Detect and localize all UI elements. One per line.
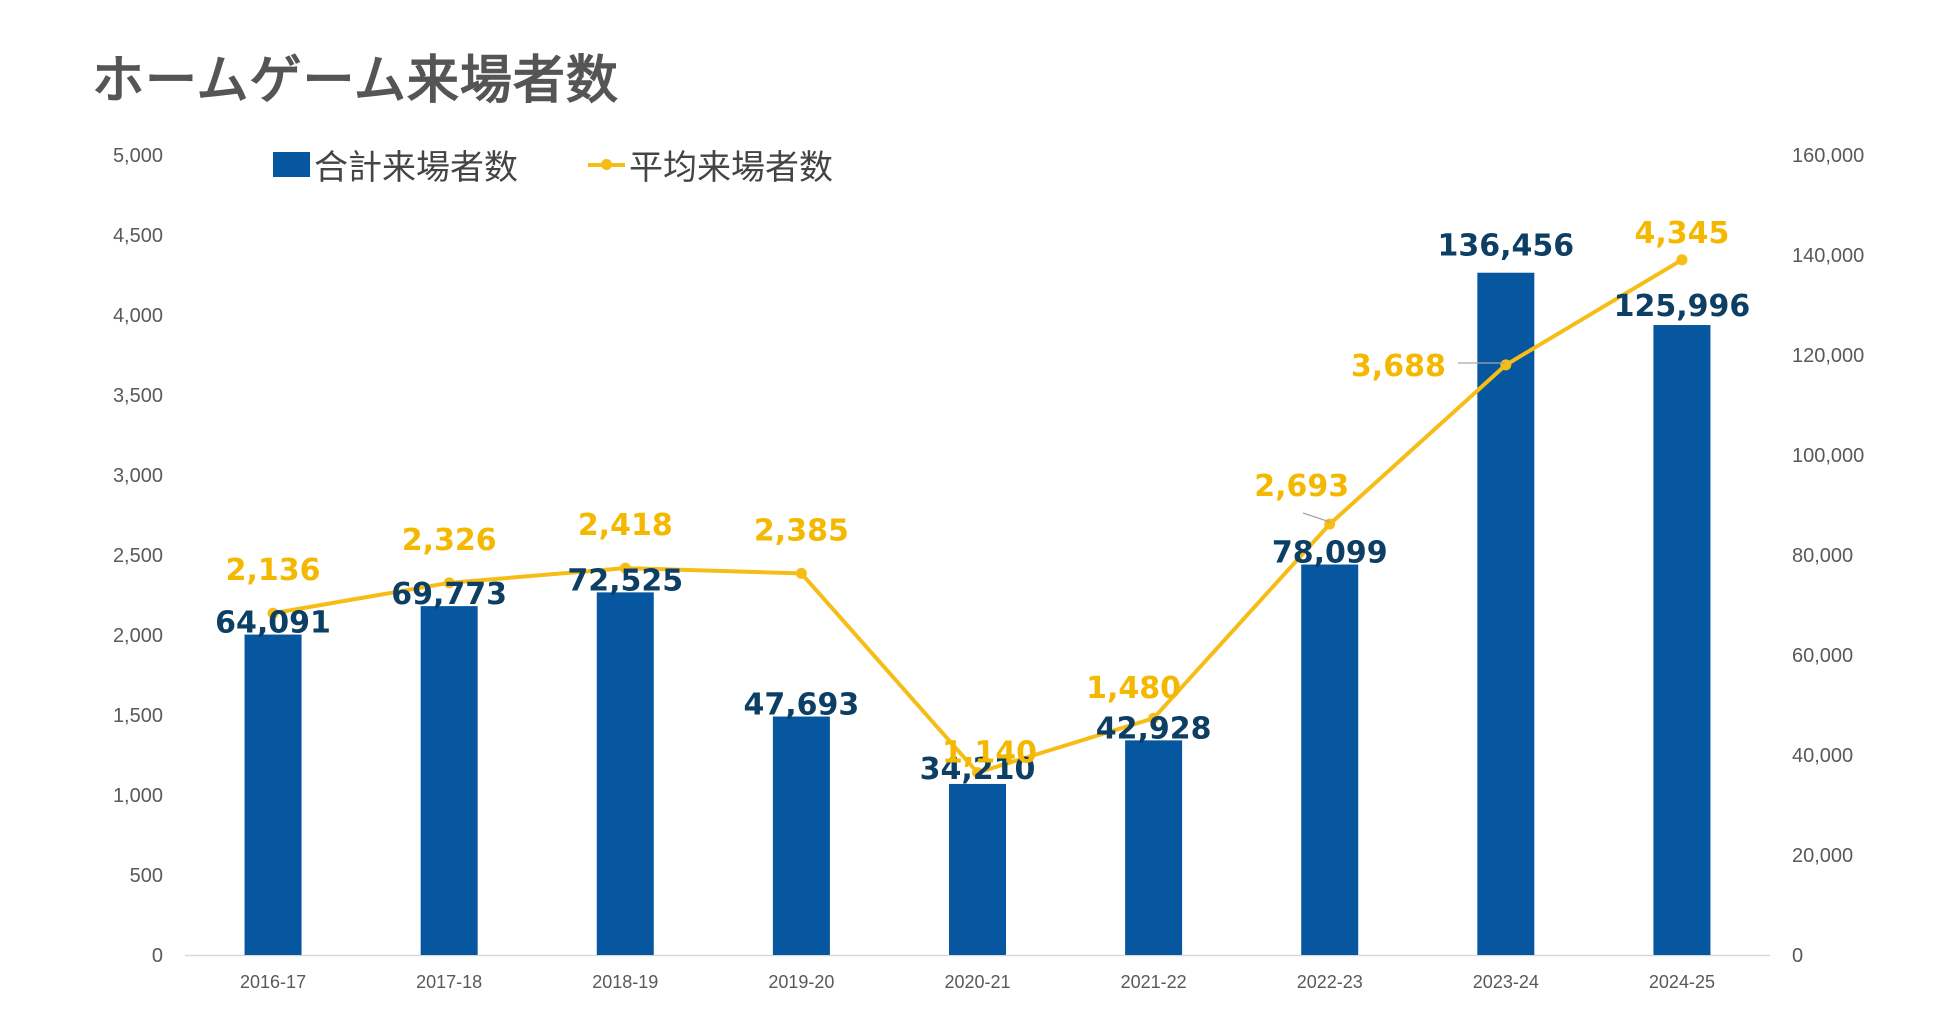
bar (1301, 564, 1359, 955)
x-axis-tick: 2019-20 (768, 972, 834, 992)
line-point (619, 562, 631, 574)
bar (1125, 740, 1183, 955)
left-axis-tick: 500 (130, 865, 163, 887)
bar-value-label: 136,456 (1438, 229, 1575, 264)
bar-value-label: 42,928 (1096, 711, 1212, 746)
bar (1653, 325, 1711, 955)
x-axis-tick: 2017-18 (416, 972, 482, 992)
legend-label-average: 平均来場者数 (629, 148, 833, 188)
right-axis-tick: 40,000 (1792, 745, 1853, 767)
chart-title: ホームゲーム来場者数 (92, 51, 619, 111)
leader-line (1302, 512, 1331, 523)
right-axis-tick: 160,000 (1792, 145, 1864, 167)
line-value-label: 2,136 (226, 553, 321, 588)
bar (420, 606, 478, 955)
left-axis-tick: 4,000 (113, 305, 163, 327)
left-axis-tick: 4,500 (113, 225, 163, 247)
x-axis-tick: 2024-25 (1649, 972, 1715, 992)
line-point (1500, 359, 1512, 371)
left-axis-tick: 0 (152, 945, 163, 967)
bar (949, 783, 1006, 955)
line-point (267, 607, 279, 619)
line-value-label: 1,480 (1086, 671, 1181, 706)
right-axis-tick: 80,000 (1792, 545, 1853, 567)
line-value-label: 4,345 (1634, 216, 1729, 251)
left-axis-tick: 1,500 (113, 705, 163, 727)
line-value-label: 3,688 (1351, 349, 1446, 384)
bar-value-label: 64,091 (215, 606, 331, 641)
left-axis-tick: 5,000 (113, 145, 163, 167)
legend-line-swatch (588, 158, 625, 170)
line-value-label: 2,418 (578, 508, 673, 543)
right-axis-tick: 100,000 (1792, 445, 1864, 467)
line-point (1676, 254, 1688, 266)
right-axis-tick: 120,000 (1792, 345, 1864, 367)
legend-label-total: 合計来場者数 (314, 148, 518, 188)
bar-value-label: 47,693 (743, 688, 859, 723)
right-axis-tick: 140,000 (1792, 245, 1864, 267)
legend-item-average: 平均来場者数 (588, 140, 833, 189)
line-value-label: 2,693 (1254, 469, 1349, 504)
line-point (972, 767, 983, 779)
average-line (272, 258, 1683, 775)
bar (596, 592, 654, 955)
bar-value-label: 34,210 (920, 752, 1036, 787)
line-value-label: 1,140 (942, 736, 1037, 771)
legend-bar-swatch (273, 152, 310, 177)
bar (1477, 272, 1535, 956)
left-axis-tick: 1,000 (113, 785, 163, 807)
right-axis-tick: 60,000 (1792, 645, 1853, 667)
bar (772, 716, 830, 955)
x-axis-tick: 2016-17 (240, 972, 306, 992)
x-axis-tick: 2023-24 (1473, 972, 1539, 992)
bar-value-label: 72,525 (567, 563, 683, 598)
bar-value-label: 78,099 (1272, 536, 1388, 571)
line-point (1148, 712, 1160, 724)
legend: 合計来場者数 平均来場者数 (273, 140, 903, 189)
left-axis-tick: 2,500 (113, 545, 163, 567)
left-axis-tick: 3,000 (113, 465, 163, 487)
x-axis-tick: 2022-23 (1297, 972, 1363, 992)
left-axis-tick: 3,500 (113, 385, 163, 407)
left-axis-tick: 2,000 (113, 625, 163, 647)
line-value-label: 2,385 (754, 513, 849, 548)
bar-value-label: 125,996 (1614, 289, 1751, 324)
bar (244, 634, 302, 955)
right-axis-tick: 20,000 (1792, 845, 1853, 867)
x-axis-tick: 2018-19 (592, 972, 658, 992)
x-axis-tick: 2020-21 (944, 972, 1010, 992)
bar-value-label: 69,773 (391, 577, 507, 612)
line-value-label: 2,326 (402, 523, 497, 558)
line-point (795, 567, 807, 579)
line-point (443, 577, 455, 589)
legend-item-total: 合計来場者数 (273, 140, 518, 189)
x-axis-tick: 2021-22 (1121, 972, 1187, 992)
right-axis-tick: 0 (1792, 945, 1803, 967)
